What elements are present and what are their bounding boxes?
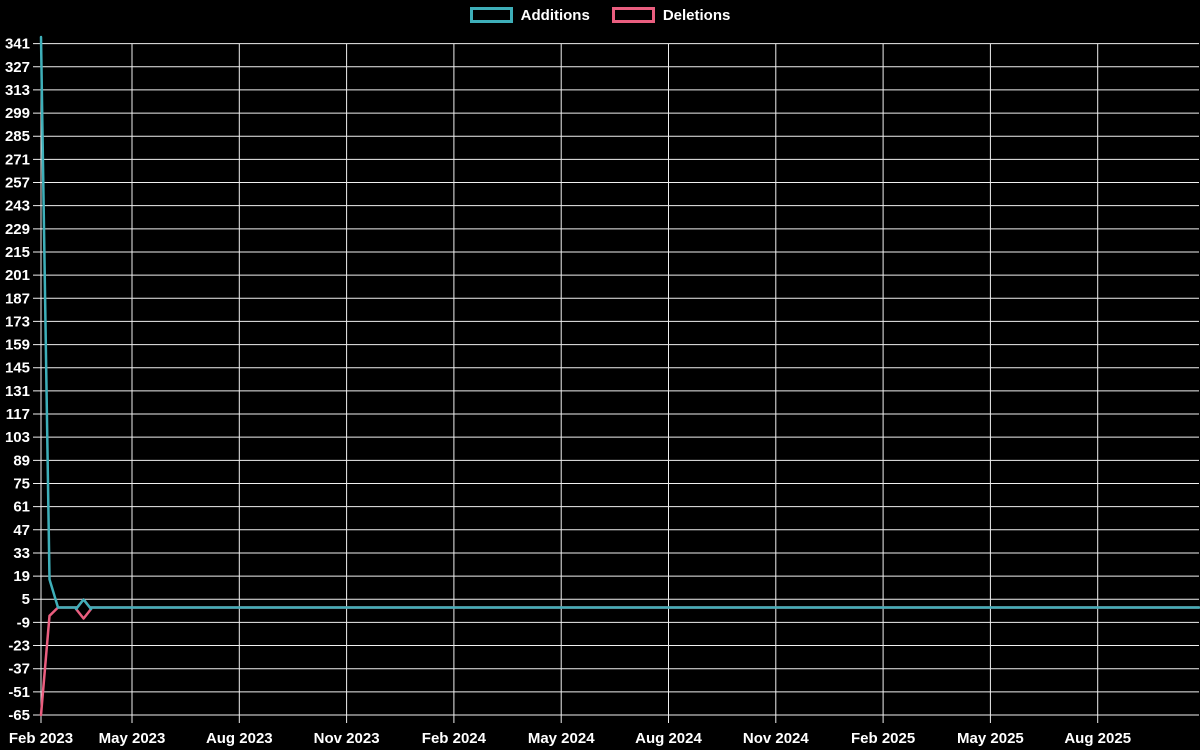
legend-swatch-additions-icon xyxy=(469,7,513,23)
y-tick-label: 117 xyxy=(6,406,30,423)
y-tick-label: 243 xyxy=(5,198,30,215)
y-tick-label: 341 xyxy=(5,36,30,53)
y-tick-label: 299 xyxy=(5,105,30,122)
legend-item-deletions[interactable]: Deletions xyxy=(611,6,731,24)
highlight-marker-diamond[interactable] xyxy=(74,598,93,620)
y-tick-label: 173 xyxy=(5,313,30,330)
x-tick-label: May 2024 xyxy=(528,730,595,747)
x-tick-label: May 2023 xyxy=(99,730,166,747)
y-tick-label: -23 xyxy=(8,638,30,655)
y-tick-label: 257 xyxy=(5,175,30,192)
y-tick-label: 285 xyxy=(5,128,30,145)
x-tick-label: Nov 2024 xyxy=(743,730,810,747)
y-tick-label: 5 xyxy=(22,591,30,608)
y-tick-label: 131 xyxy=(5,383,30,400)
y-tick-label: 75 xyxy=(13,475,30,492)
legend-label-additions: Additions xyxy=(520,6,590,24)
legend-label-deletions: Deletions xyxy=(662,6,731,24)
y-tick-label: 187 xyxy=(5,290,30,307)
chart-legend: Additions Deletions xyxy=(0,7,1200,23)
x-tick-label: Feb 2023 xyxy=(9,730,73,747)
y-tick-label: 61 xyxy=(13,499,30,516)
x-tick-label: Feb 2025 xyxy=(851,730,915,747)
y-tick-label: 327 xyxy=(5,59,30,76)
x-tick-label: Aug 2023 xyxy=(206,730,273,747)
y-tick-label: 33 xyxy=(13,545,30,562)
y-tick-label: 201 xyxy=(5,267,30,284)
x-tick-label: May 2025 xyxy=(957,730,1024,747)
y-tick-label: 103 xyxy=(5,429,30,446)
y-tick-label: 229 xyxy=(5,221,30,238)
y-tick-label: 19 xyxy=(13,568,30,585)
y-tick-label: 47 xyxy=(13,522,30,539)
y-tick-label: 89 xyxy=(13,452,30,469)
x-tick-label: Feb 2024 xyxy=(422,730,487,747)
highlight-marker-diamond-top xyxy=(74,598,93,611)
x-tick-label: Nov 2023 xyxy=(314,730,380,747)
series-line-additions xyxy=(39,35,1200,609)
legend-swatch-deletions-icon xyxy=(611,7,655,23)
y-tick-label: -51 xyxy=(8,684,30,701)
y-tick-label: 159 xyxy=(5,337,30,354)
y-tick-label: 313 xyxy=(5,82,30,99)
x-tick-label: Aug 2025 xyxy=(1064,730,1131,747)
y-tick-label: -37 xyxy=(8,661,30,678)
series-line-deletions xyxy=(39,606,1200,717)
y-tick-label: 271 xyxy=(5,151,30,168)
legend-item-additions[interactable]: Additions xyxy=(469,6,590,24)
y-tick-label: -65 xyxy=(8,707,30,724)
y-tick-label: 215 xyxy=(5,244,30,261)
y-tick-label: -9 xyxy=(17,614,30,631)
x-tick-label: Aug 2024 xyxy=(635,730,702,747)
y-tick-label: 145 xyxy=(5,360,30,377)
